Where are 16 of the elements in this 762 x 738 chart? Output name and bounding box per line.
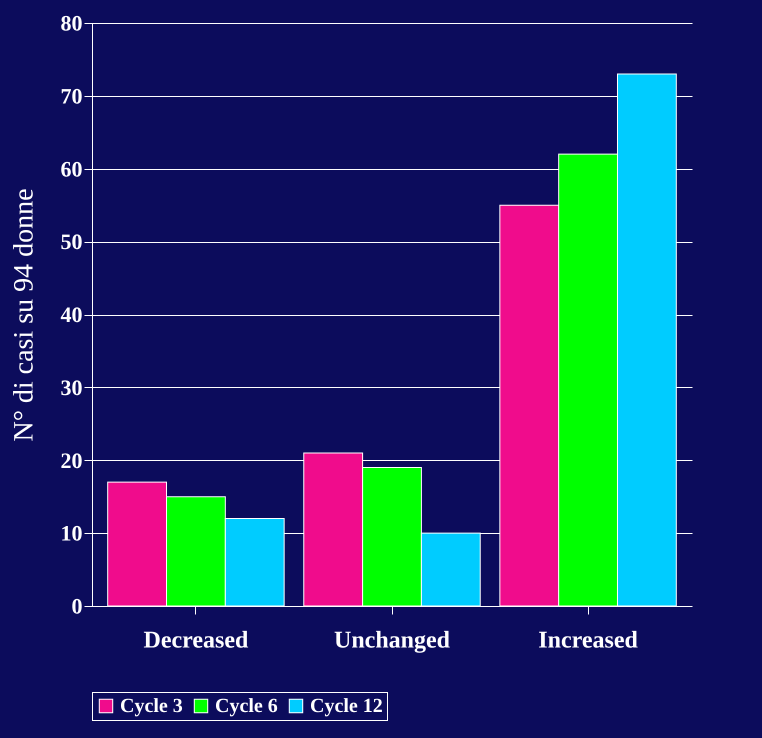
y-axis-title: N° di casi su 94 donne: [8, 188, 40, 442]
y-tick-label: 0: [72, 594, 82, 618]
legend-label: Cycle 6: [215, 695, 278, 717]
y-tick-label: 20: [60, 448, 82, 473]
y-tick-label: 60: [60, 156, 82, 182]
x-tick-label: Unchanged: [334, 628, 451, 654]
x-tick-label: Increased: [538, 628, 638, 654]
y-tick-label: 30: [60, 374, 82, 400]
y-tick-label: 10: [60, 520, 82, 546]
y-tick-label: 40: [60, 302, 82, 327]
x-tick-label: Decreased: [143, 628, 249, 654]
y-tick-label: 50: [60, 229, 82, 254]
legend-label: Cycle 12: [310, 695, 383, 717]
y-tick-label: 80: [60, 10, 82, 36]
y-tick-label: 70: [60, 83, 82, 108]
legend-label: Cycle 3: [120, 695, 183, 717]
